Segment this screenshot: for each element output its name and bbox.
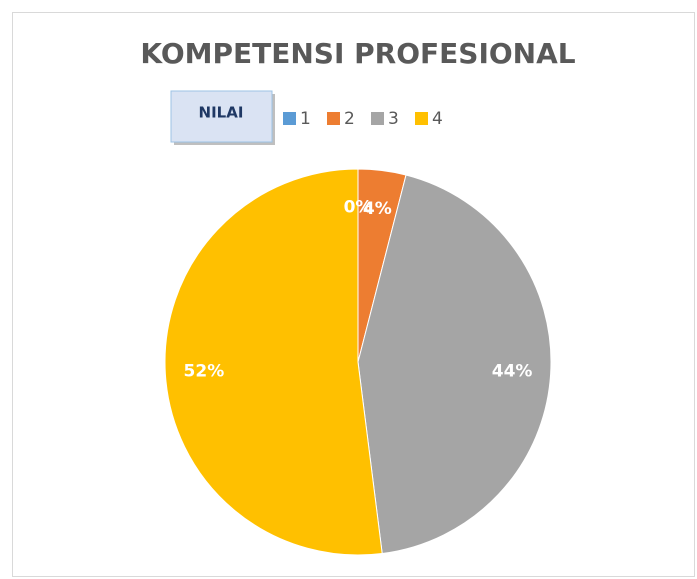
legend-swatch [415, 112, 428, 125]
data-label: 52% [184, 362, 225, 382]
data-label: 0% [344, 198, 373, 218]
data-label: 4% [363, 199, 392, 219]
legend-label: 4 [432, 109, 443, 129]
legend-swatch [283, 112, 296, 125]
pie-slice [164, 168, 383, 556]
pie-slice [357, 174, 552, 555]
legend-label: 2 [344, 109, 355, 129]
legend-swatch [371, 112, 384, 125]
legend-title-box [170, 90, 273, 143]
legend-label: 1 [300, 109, 311, 129]
chart-title: KOMPETENSI PROFESIONAL [140, 37, 575, 70]
legend-swatch [327, 112, 340, 125]
legend-label: 3 [388, 109, 399, 129]
legend-title: NILAI [199, 104, 244, 122]
data-label: 44% [492, 362, 533, 382]
